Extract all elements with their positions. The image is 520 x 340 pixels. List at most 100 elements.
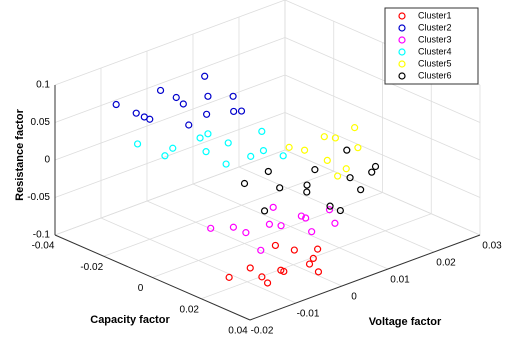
- grid-line: [284, 74, 481, 161]
- point: [314, 268, 323, 276]
- grid-line: [284, 149, 481, 236]
- point: [224, 139, 232, 147]
- point: [303, 181, 311, 189]
- point: [280, 267, 288, 276]
- point: [269, 203, 277, 211]
- point: [326, 202, 334, 210]
- point: [309, 254, 317, 262]
- point: [225, 273, 233, 281]
- point: [368, 168, 376, 176]
- y-axis-label: Voltage factor: [369, 316, 442, 328]
- point: [257, 246, 265, 254]
- y-tick-label: -0.02: [251, 326, 274, 335]
- point: [300, 146, 309, 154]
- grid-line: [201, 213, 432, 300]
- point: [265, 220, 274, 228]
- point: [204, 92, 212, 100]
- grid-line: [192, 183, 389, 270]
- point: [308, 228, 316, 236]
- point: [140, 113, 148, 121]
- point: [201, 72, 209, 80]
- point: [297, 212, 305, 220]
- point: [371, 162, 380, 171]
- legend-label: Cluster2: [418, 22, 452, 32]
- legend-label: Cluster6: [418, 70, 452, 80]
- point: [133, 140, 142, 148]
- points: [112, 72, 380, 287]
- x-axis-label: Capacity factor: [90, 314, 170, 326]
- point: [247, 152, 255, 160]
- grid-line: [284, 112, 481, 198]
- point: [354, 144, 362, 152]
- point: [196, 134, 204, 142]
- grid-line: [152, 192, 383, 278]
- point: [258, 273, 266, 281]
- legend: Cluster1 Cluster2 Cluster3 Cluster4 Cluster5…: [398, 10, 452, 80]
- point: [172, 93, 180, 102]
- x-tick-label: 0.04: [228, 326, 248, 335]
- y-tick-label: 0.01: [390, 275, 410, 286]
- point: [276, 184, 284, 192]
- point: [237, 107, 246, 115]
- point: [259, 147, 268, 155]
- point: [343, 146, 351, 154]
- point: [242, 229, 250, 237]
- x-tick-label: 0: [138, 283, 144, 294]
- legend-marker: [398, 12, 406, 20]
- point: [351, 124, 359, 132]
- grid-line: [146, 200, 343, 287]
- x-tick-label: 0.02: [180, 304, 200, 315]
- z-tick-label: -0.1: [33, 230, 51, 241]
- point: [346, 174, 354, 182]
- grid-line: [54, 37, 286, 123]
- point: [203, 110, 211, 118]
- point: [357, 186, 365, 194]
- grid-line: [284, 37, 481, 123]
- grid-line: [100, 217, 297, 304]
- point: [229, 223, 238, 231]
- point: [279, 152, 287, 160]
- point: [202, 148, 210, 156]
- point: [290, 246, 298, 254]
- grid-line: [103, 170, 334, 257]
- point: [258, 127, 266, 135]
- point: [303, 188, 311, 196]
- z-tick-label: 0.05: [31, 117, 51, 128]
- point: [260, 207, 269, 215]
- point: [185, 121, 193, 129]
- point: [334, 172, 342, 180]
- axis-line: [249, 234, 481, 321]
- x-tick-label: -0.04: [32, 241, 55, 252]
- point: [156, 86, 165, 95]
- point: [331, 134, 339, 142]
- grid-line: [54, 149, 286, 236]
- point: [263, 279, 272, 287]
- point: [240, 179, 249, 188]
- z-tick-label: 0: [44, 155, 50, 166]
- grid-line: [54, 112, 286, 198]
- y-tick-label: 0.02: [436, 258, 456, 269]
- point: [112, 100, 120, 109]
- point: [342, 165, 350, 173]
- y-tick-label: 0: [351, 292, 357, 303]
- point: [230, 107, 238, 116]
- point: [336, 206, 344, 215]
- legend-marker: [398, 72, 406, 80]
- point: [323, 156, 331, 164]
- point: [277, 222, 285, 230]
- point: [222, 160, 230, 168]
- point: [314, 245, 322, 253]
- point: [285, 143, 293, 151]
- legend-marker: [398, 24, 406, 32]
- z-tick-label: -0.05: [27, 192, 50, 203]
- legend-label: Cluster1: [418, 10, 452, 20]
- point: [331, 219, 339, 227]
- legend-marker: [398, 60, 406, 68]
- point: [161, 152, 169, 160]
- z-axis-label: Resistance factor: [14, 108, 26, 200]
- point: [204, 130, 212, 138]
- point: [264, 167, 272, 176]
- point: [305, 260, 314, 268]
- point: [207, 224, 215, 232]
